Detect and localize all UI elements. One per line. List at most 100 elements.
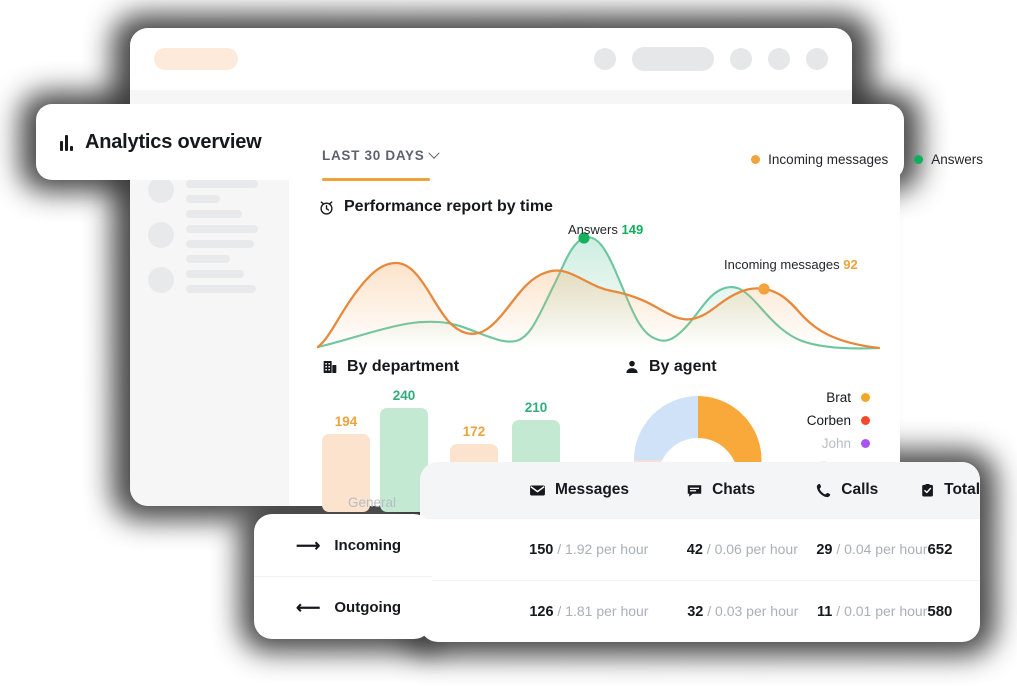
performance-area-chart <box>316 225 881 350</box>
legend-item-corben[interactable]: Corben <box>780 409 870 432</box>
annotation-incoming: Incoming messages 92 <box>724 257 858 272</box>
cell-count: 126 <box>529 604 554 620</box>
direction-column: ⟶ Incoming ⟵ Outgoing <box>254 514 432 639</box>
legend-label: Brat <box>826 390 851 405</box>
annotation-value: 92 <box>843 257 858 272</box>
column-header-chats[interactable]: Chats <box>686 481 815 499</box>
toolbar-actions[interactable] <box>594 47 828 71</box>
legend-item-john[interactable]: John <box>780 432 870 455</box>
cell-separator: / <box>836 541 841 557</box>
legend-item-brat[interactable]: Brat <box>780 386 870 409</box>
annotation-value: 149 <box>621 222 644 237</box>
bar-value: 194 <box>334 414 358 429</box>
legend-label: John <box>821 436 851 451</box>
direction-label: Incoming <box>334 536 402 554</box>
table-header-row: Messages Chats Calls <box>420 462 980 518</box>
legend-item-incoming[interactable]: Incoming messages <box>751 152 888 167</box>
data-point-answers <box>578 232 590 244</box>
cell-count: 42 <box>686 542 703 558</box>
data-point-incoming <box>758 283 770 295</box>
row-label-incoming[interactable]: ⟶ Incoming <box>254 514 432 576</box>
bar-value: 210 <box>524 400 548 415</box>
cell-calls: 29 / 0.04 per hour <box>816 541 927 558</box>
avatar <box>148 222 174 248</box>
annotation-answers: Answers 149 <box>568 222 643 237</box>
tab-last-30-days[interactable]: LAST 30 DAYS <box>322 147 441 163</box>
chat-bubble-icon <box>687 484 702 497</box>
avatar <box>148 267 174 293</box>
cell-rate: 1.81 per hour <box>565 603 649 619</box>
bar-value: 172 <box>462 424 486 439</box>
metrics-table: Messages Chats Calls <box>420 462 980 642</box>
alarm-clock-icon <box>320 200 333 215</box>
section-title: Performance report by time <box>344 198 553 215</box>
tab-label: LAST 30 DAYS <box>322 148 425 163</box>
arrow-right-icon: ⟶ <box>296 535 321 555</box>
browser-toolbar[interactable] <box>130 28 852 90</box>
toolbar-avatar-placeholder[interactable] <box>806 48 828 70</box>
legend-label: Incoming messages <box>768 152 889 167</box>
phone-icon <box>817 483 831 497</box>
section-header-department: By department <box>322 358 459 376</box>
cell-rate: 1.92 per hour <box>565 541 649 557</box>
cell-separator: / <box>557 541 562 557</box>
cell-total: 580 <box>927 603 953 620</box>
annotation-label: Answers <box>568 222 618 237</box>
cell-rate: 0.04 per hour <box>844 541 928 557</box>
page-title: Analytics overview <box>85 130 262 153</box>
legend-item-answers[interactable]: Answers <box>914 152 983 167</box>
cell-separator: / <box>706 541 711 557</box>
cell-count: 11 <box>817 604 833 620</box>
list-item <box>148 177 268 218</box>
toolbar-icon-placeholder[interactable] <box>594 48 616 70</box>
cell-messages: 126 / 1.81 per hour <box>529 603 687 620</box>
list-item <box>148 222 268 263</box>
chart-legend: Incoming messages Answers <box>751 152 983 167</box>
cell-rate: 0.01 per hour <box>844 603 928 619</box>
legend-dot-icon <box>861 393 870 402</box>
checklist-icon <box>922 483 933 496</box>
chevron-down-icon <box>428 147 441 159</box>
tab-active-indicator <box>322 178 430 181</box>
cell-messages: 150 / 1.92 per hour <box>529 541 687 558</box>
toolbar-pill-placeholder[interactable] <box>632 47 714 71</box>
cell-separator: / <box>557 603 562 619</box>
arrow-left-icon: ⟵ <box>296 598 321 617</box>
cell-chats: 32 / 0.03 per hour <box>687 603 817 620</box>
cell-count: 32 <box>687 604 704 620</box>
cell-chats: 42 / 0.06 per hour <box>687 541 817 558</box>
column-header-total[interactable]: Total <box>920 481 980 499</box>
cell-calls: 11 / 0.01 per hour <box>817 603 927 620</box>
column-label: Chats <box>712 481 756 498</box>
analytics-header-card: Analytics overview <box>36 104 904 180</box>
column-label: Messages <box>554 481 630 498</box>
list-item <box>148 267 268 293</box>
bar[interactable] <box>322 434 370 512</box>
cell-separator: / <box>707 603 712 619</box>
table-row[interactable]: 126 / 1.81 per hour 32 / 0.03 per hour 1… <box>420 580 980 642</box>
cell-rate: 0.03 per hour <box>715 603 799 619</box>
row-label-outgoing[interactable]: ⟵ Outgoing <box>254 576 432 638</box>
legend-label: Answers <box>931 152 983 167</box>
legend-dot-icon <box>751 155 761 164</box>
cell-rate: 0.06 per hour <box>714 541 798 557</box>
cell-count: 29 <box>816 542 833 558</box>
column-header-calls[interactable]: Calls <box>815 481 920 499</box>
annotation-label: Incoming messages <box>724 257 840 272</box>
column-label: Total <box>944 481 980 498</box>
legend-label: Corben <box>806 413 851 428</box>
toolbar-icon-placeholder[interactable] <box>768 48 790 70</box>
toolbar-icon-placeholder[interactable] <box>730 48 752 70</box>
direction-label: Outgoing <box>334 599 402 616</box>
legend-dot-icon <box>861 416 870 425</box>
address-bar-placeholder[interactable] <box>154 48 238 70</box>
bar-category-label: General <box>348 495 397 510</box>
legend-dot-icon <box>914 155 924 164</box>
section-title: By agent <box>649 358 717 375</box>
table-row[interactable]: 150 / 1.92 per hour 42 / 0.06 per hour 2… <box>420 518 980 580</box>
column-header-messages[interactable]: Messages <box>529 481 686 499</box>
section-title: By department <box>347 358 460 375</box>
bar-chart-icon <box>60 134 73 151</box>
person-icon <box>626 360 638 373</box>
